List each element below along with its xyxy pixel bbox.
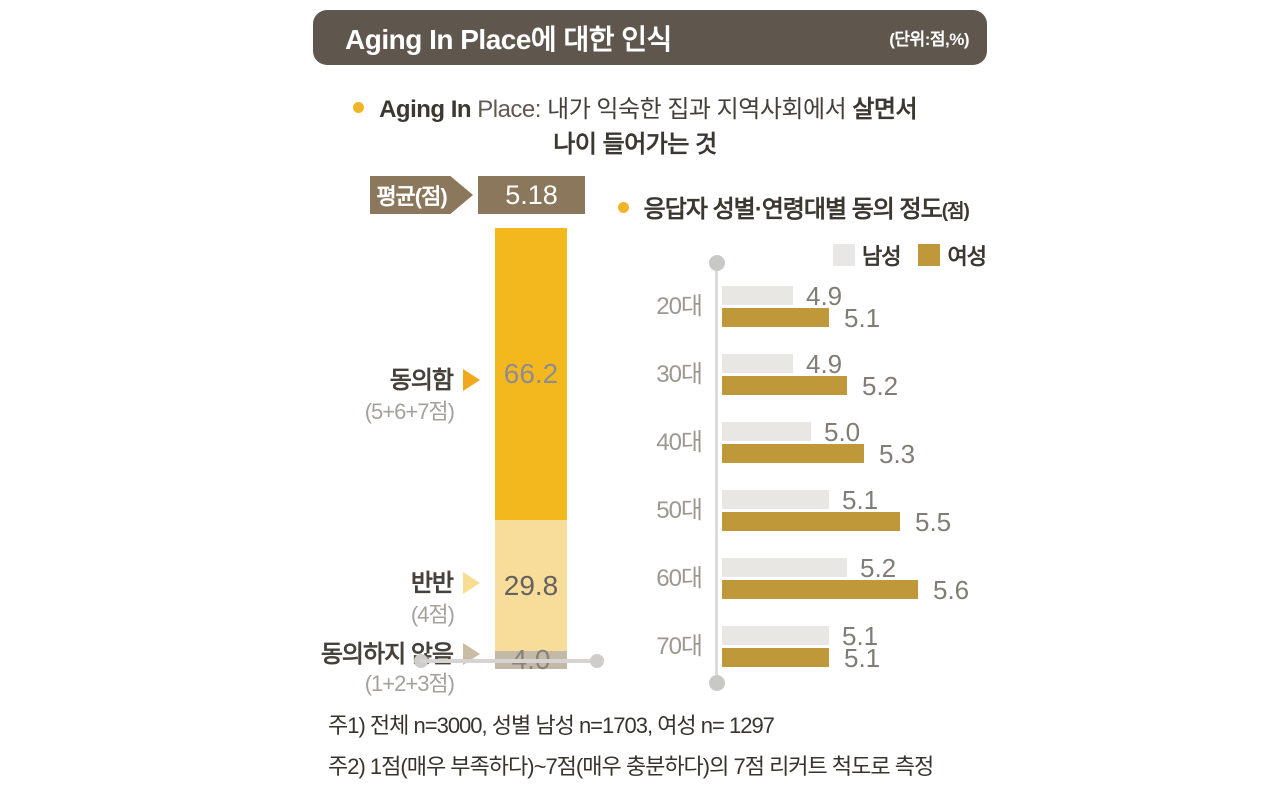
stacked-segment-1 [495, 519, 567, 652]
definition-en-rest: Place: [477, 96, 541, 123]
definition-block: Aging In Place: 내가 익숙한 집과 지역사회에서 살면서 나이 … [290, 92, 980, 162]
average-value-box: 5.18 [478, 176, 585, 214]
value-male-60대: 5.2 [860, 553, 897, 583]
value-male-20대: 4.9 [806, 281, 843, 311]
bar-female-60대 [722, 580, 918, 599]
age-label-20대: 20대 [656, 293, 703, 320]
age-label-60대: 60대 [656, 565, 703, 592]
value-male-70대: 5.1 [842, 621, 879, 651]
bar-female-70대 [722, 648, 829, 667]
definition-kr-bold: 살면서 [852, 96, 918, 123]
legend-item-male: 남성 [833, 239, 901, 271]
legend-label-male: 남성 [862, 244, 901, 269]
bullet-icon [352, 102, 364, 113]
segment-sublabel-disagree: (1+2+3점) [364, 671, 455, 696]
segment-sublabel-agree: (5+6+7점) [364, 399, 455, 424]
stacked-segment-0 [495, 228, 567, 520]
arrow-right-icon [463, 369, 480, 391]
axis-bottom-dot [709, 675, 725, 691]
page-title: Aging In Place에 대한 인식 [345, 23, 672, 55]
bar-female-40대 [722, 444, 864, 463]
bullet-icon [618, 202, 629, 213]
value-female-50대: 5.5 [915, 507, 952, 537]
value-female-40대: 5.3 [879, 439, 916, 469]
segment-sublabel-neutral: (4점) [410, 602, 455, 627]
value-male-50대: 5.1 [842, 485, 879, 515]
axis-line [420, 659, 598, 663]
bar-male-40대 [722, 422, 811, 441]
age-label-50대: 50대 [656, 497, 703, 524]
bar-male-60대 [722, 558, 847, 577]
stacked-bar: 66.2 29.8 4.0 [495, 228, 567, 675]
legend-swatch-female [918, 244, 941, 266]
legend: 남성 여성 [833, 239, 987, 271]
age-label-40대: 40대 [656, 429, 703, 456]
legend-label-female: 여성 [947, 244, 986, 269]
value-male-40대: 5.0 [824, 417, 861, 447]
grouped-chart-title: 응답자 성별·연령대별 동의 정도(점) [618, 189, 1038, 224]
age-label-30대: 30대 [656, 361, 703, 388]
bar-female-50대 [722, 512, 900, 531]
vertical-axis [715, 263, 718, 683]
bar-female-30대 [722, 376, 847, 395]
stacked-segment-value-0: 66.2 [503, 357, 559, 389]
baseline-axis [414, 654, 604, 668]
legend-swatch-male [833, 244, 855, 266]
bar-female-20대 [722, 308, 829, 327]
arrow-right-icon [463, 572, 480, 594]
footnote-2: 주2) 1점(매우 부족하다)~7점(매우 충분하다)의 7점 리커트 척도로 … [328, 754, 934, 779]
age-label-70대: 70대 [656, 633, 703, 660]
value-male-30대: 4.9 [806, 349, 843, 379]
bar-male-30대 [722, 354, 793, 373]
bar-male-50대 [722, 490, 829, 509]
definition-kr-regular: 내가 익숙한 집과 지역사회에서 [547, 96, 847, 123]
bar-male-70대 [722, 626, 829, 645]
legend-item-female: 여성 [918, 239, 987, 271]
value-female-60대: 5.6 [933, 575, 970, 605]
segment-label-neutral: 반반 [200, 563, 480, 598]
value-female-30대: 5.2 [862, 371, 899, 401]
average-label: 평균(점) [376, 184, 447, 209]
footnote-1: 주1) 전체 n=3000, 성별 남성 n=1703, 여성 n= 1297 [328, 713, 775, 738]
stacked-segment-value-1: 29.8 [503, 569, 559, 601]
definition-line-1: Aging In Place: 내가 익숙한 집과 지역사회에서 살면서 [290, 92, 980, 127]
units-label: (단위:점,%) [889, 30, 969, 49]
footnotes: 주1) 전체 n=3000, 성별 남성 n=1703, 여성 n= 1297 … [328, 708, 934, 790]
definition-line-2: 나이 들어가는 것 [553, 131, 717, 158]
title-bar: Aging In Place에 대한 인식 (단위:점,%) [313, 10, 987, 65]
value-female-70대: 5.1 [844, 643, 881, 673]
bar-male-20대 [722, 286, 793, 305]
axis-top-dot [709, 255, 725, 271]
segment-label-agree: 동의함 [200, 360, 480, 395]
average-label-badge: 평균(점) [370, 176, 473, 214]
axis-end-dot-right [590, 654, 604, 668]
definition-en-bold: Aging In [379, 96, 472, 123]
value-female-20대: 5.1 [844, 303, 881, 333]
average-value: 5.18 [505, 179, 558, 210]
